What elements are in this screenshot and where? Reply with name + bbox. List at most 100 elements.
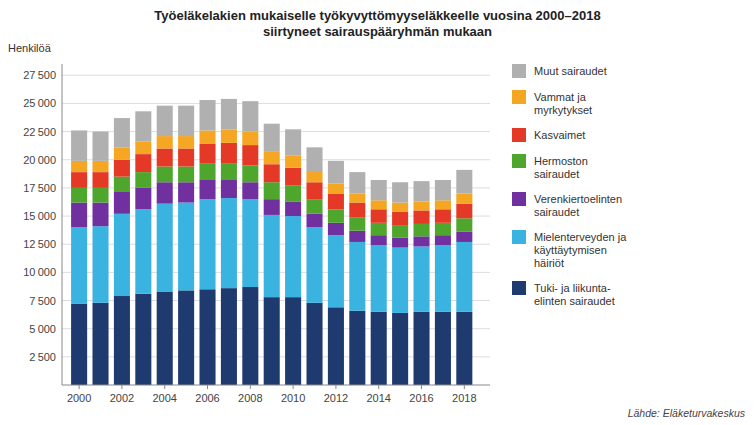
text-line: Vammat ja [534,91,587,103]
bar-segment [221,288,237,385]
bar-segment [349,311,365,385]
bar-segment [71,188,87,203]
legend-swatch [512,281,526,295]
text-line: Muut sairaudet [534,65,607,77]
bar-segment [114,296,130,385]
bar-segment [456,218,472,232]
bar-segment [285,216,301,297]
legend-label: Vammat jamyrkytykset [534,91,592,116]
text-line: siirtyneet sairauspääryhmän mukaan [263,24,492,39]
bar-segment [392,313,408,385]
bar-segment [178,203,194,291]
bar-segment [264,164,280,182]
bar-segment [242,132,258,146]
bar-segment [157,166,173,182]
bar-segment [114,191,130,214]
bar-segment [371,223,387,235]
bar-segment [349,203,365,218]
x-tick [464,385,465,389]
bar-segment [392,237,408,247]
bar-segment [114,147,130,159]
bar-segment [242,287,258,385]
bar-segment [306,214,322,228]
bar-segment [456,204,472,219]
grid-line [62,103,490,104]
bar-segment [435,235,451,245]
bar-segment [328,235,344,307]
text-line: Tuki- ja liikunta- [534,282,611,294]
legend-swatch [512,154,526,168]
legend-swatch [512,90,526,104]
source: Lähde: Eläketurvakeskus [628,407,746,419]
x-tick [79,385,80,389]
x-axis-line [62,385,490,386]
bar-segment [157,204,173,292]
series [71,163,472,237]
bar-segment [306,147,322,171]
title: Työeläkelakien mukaiselle työkyvyttömyys… [154,8,600,39]
bar-segment [242,145,258,165]
bar-segment [199,144,215,163]
bar-segment [328,161,344,184]
bar-segment [242,182,258,199]
series [71,99,472,203]
bar-segment [157,106,173,136]
bar-segment [435,209,451,223]
bar-segment [392,225,408,237]
bar-segment [135,294,151,385]
bar-segment [221,129,237,143]
y-tick-label: 27 500 [23,69,56,81]
bar-segment [71,130,87,160]
bar-segment [413,210,429,224]
bar-segment [71,161,87,172]
bar-segment [264,152,280,164]
bar-segment [92,188,108,203]
y-tick-label: 7 500 [29,295,56,307]
bar-segment [242,199,258,287]
x-tick [335,385,336,389]
series [71,198,472,313]
legend: Muut sairaudetVammat jamyrkytyksetKasvai… [512,64,627,307]
legend-swatch [512,64,526,78]
bar-segment [92,172,108,188]
bar-segment [157,148,173,166]
bar-segment [178,166,194,182]
bar-segment [157,136,173,148]
legend-swatch [512,128,526,142]
bar-segment [264,199,280,215]
text-line: Työeläkelakien mukaiselle työkyvyttömyys… [154,8,600,23]
bar-segment [92,303,108,385]
bar-segment [92,161,108,172]
x-tick-label: 2006 [195,392,219,404]
bar-segment [264,124,280,152]
legend-label: Hermostonsairaudet [534,155,588,180]
y-tick-label: 2 500 [29,351,56,363]
bar-segment [135,154,151,172]
bar-segment [435,245,451,311]
bar-segment [221,180,237,198]
legend-label: Muut sairaudet [534,65,607,77]
bar-segment [199,289,215,385]
bar-segment [242,165,258,182]
bar-segment [349,242,365,311]
y-tick-label: 12 500 [23,238,56,250]
legend-swatch [512,230,526,244]
bar-segment [392,248,408,313]
x-tick-label: 2000 [67,392,91,404]
bar-segment [71,304,87,385]
bar-segment [413,236,429,246]
bar-segment [435,200,451,209]
bar-segment [242,101,258,131]
bar-segment [435,180,451,200]
bar-segment [413,224,429,236]
legend-label: Tuki- ja liikunta-elinten sairaudet [534,282,615,307]
y-tick-label: 17 500 [23,182,56,194]
bar-segment [114,160,130,177]
bar-segment [114,177,130,192]
text-line: Verenkiertoelinten [534,193,622,205]
bar-segment [178,182,194,202]
x-tick-label: 2014 [366,392,390,404]
y-tick-label: 15 000 [23,210,56,222]
bar-segment [178,148,194,166]
y-tick-label: 22 500 [23,126,56,138]
